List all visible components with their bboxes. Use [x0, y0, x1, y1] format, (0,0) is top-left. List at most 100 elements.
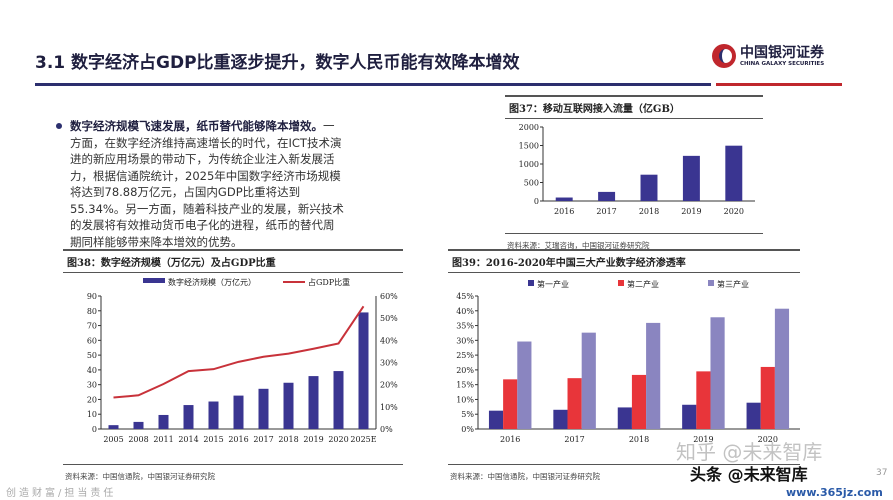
legend-label: 第一产业 — [537, 279, 569, 289]
bar-2016 — [503, 379, 518, 429]
y-tick-label: 30 — [87, 381, 97, 390]
x-tick-label: 2016 — [554, 207, 574, 216]
bar-2019 — [308, 376, 319, 429]
x-tick-label: 2014 — [178, 435, 198, 444]
y-tick-label: 35% — [456, 322, 474, 331]
bullet-heading: 数字经济规模飞速发展，纸币替代能够降本增效。 — [70, 119, 323, 133]
x-tick-label: 2017 — [253, 435, 273, 444]
bar-2008 — [133, 421, 144, 429]
y-tick-label: 5% — [461, 410, 474, 419]
bar-2020 — [746, 402, 761, 429]
y-tick-label: 15% — [456, 381, 474, 390]
bar-2020 — [725, 145, 743, 201]
y2-tick-label: 60% — [380, 292, 398, 301]
bar-2017 — [553, 409, 568, 429]
bar-2018 — [631, 374, 647, 429]
header-divider-blue — [35, 83, 711, 86]
bar-2016 — [233, 395, 244, 429]
bar-2020 — [333, 371, 344, 429]
bar-2020 — [774, 308, 790, 429]
y-tick-label: 500 — [524, 179, 539, 188]
fig39-source: 资料来源：中国信通院，中国银河证券研究院 — [448, 464, 800, 482]
legend-label: 占GDP比重 — [308, 277, 350, 287]
bar-2016 — [517, 341, 532, 429]
bar-2018 — [283, 382, 294, 429]
bar-2025E — [358, 312, 369, 429]
x-tick-label: 2020 — [724, 207, 744, 216]
y-tick-label: 90 — [87, 292, 97, 301]
logo-cn-text: 中国银河证券 — [740, 44, 824, 61]
x-tick-label: 2017 — [564, 435, 584, 444]
bar-2016 — [555, 197, 573, 201]
company-logo: 中国银河证券 CHINA GALAXY SECURITIES — [712, 44, 824, 68]
fig38-source: 资料来源：中国信通院，中国银河证券研究院 — [63, 464, 403, 482]
bar-2020 — [760, 366, 775, 429]
y-tick-label: 80 — [87, 307, 97, 316]
x-tick-label: 2017 — [596, 207, 616, 216]
y2-tick-label: 40% — [380, 336, 398, 345]
bullet-paragraph: 数字经济规模飞速发展，纸币替代能够降本增效。一方面，在数字经济维持高速增长的时代… — [56, 118, 345, 250]
header-divider-red — [716, 83, 842, 86]
fig38-chart: 0 10 20 30 40 50 60 70 80 90 2005 2008 2011 2014 2015 2… — [87, 277, 398, 444]
watermark-url: www.365jz.com — [786, 486, 883, 499]
y-tick-label: 40 — [87, 366, 97, 375]
watermark-zhihu: 知乎 @未来智库 — [676, 440, 823, 464]
fig37-source: 资料来源：艾瑞咨询，中国银河证券研究院 — [505, 233, 763, 251]
bar-2017 — [581, 332, 596, 429]
x-tick-label: 2018 — [629, 435, 649, 444]
x-tick-label: 2016 — [228, 435, 248, 444]
y-tick-label: 2000 — [519, 123, 539, 132]
line-series — [113, 305, 365, 399]
y2-tick-label: 30% — [380, 359, 398, 368]
y-tick-label: 70 — [87, 322, 97, 331]
x-tick-label: 2018 — [278, 435, 298, 444]
x-tick-label: 2019 — [303, 435, 323, 444]
y-tick-label: 1500 — [519, 142, 539, 151]
y-tick-label: 0% — [461, 425, 474, 434]
legend-swatch — [143, 278, 165, 283]
y-tick-label: 10% — [456, 395, 474, 404]
bar-2017 — [598, 191, 616, 201]
bar-2018 — [646, 322, 661, 429]
bar-2015 — [208, 401, 219, 429]
x-tick-label: 2020 — [328, 435, 348, 444]
footer-slogan: 创造财富/担当责任 — [6, 488, 117, 499]
x-tick-label: 2011 — [153, 435, 173, 444]
watermark-toutiao: 头条 @未来智库 — [690, 465, 808, 484]
bar-2005 — [108, 425, 119, 429]
galaxy-logo-icon — [712, 44, 736, 68]
bar-2019 — [682, 404, 697, 429]
fig39-chart: 0% 5% 10% 15% 20% 25% 30% 35% 40% 45% 2016 2017 2018… — [456, 279, 800, 444]
x-tick-label: 2016 — [500, 435, 520, 444]
bar-2017 — [567, 378, 582, 429]
x-tick-label: 2015 — [203, 435, 223, 444]
fig39-title: 图39：2016-2020年中国三大产业数字经济渗透率 — [448, 249, 800, 273]
bar-2018 — [640, 174, 658, 201]
bullet-icon — [56, 123, 62, 129]
legend-swatch — [708, 280, 714, 286]
x-tick-label: 2019 — [681, 207, 701, 216]
page-title: 3.1 数字经济占GDP比重逐步提升，数字人民币能有效降本增效 — [35, 53, 520, 73]
y-tick-label: 0 — [92, 425, 97, 434]
fig38-panel: 图38：数字经济规模（万亿元）及占GDP比重 0 10 20 30 40 50 60 70 80… — [63, 249, 403, 482]
page-number: 37 — [876, 468, 888, 478]
x-tick-label: 2020 — [758, 435, 778, 444]
x-tick-label: 2005 — [103, 435, 123, 444]
x-tick-label: 2025E — [350, 435, 376, 444]
legend-label: 第三产业 — [717, 279, 749, 289]
y-tick-label: 25% — [456, 351, 474, 360]
y2-tick-label: 20% — [380, 381, 398, 390]
y2-tick-label: 50% — [380, 314, 398, 323]
bar-2014 — [183, 405, 194, 429]
y-tick-label: 20 — [87, 395, 97, 404]
fig37-panel: 图37：移动互联网接入流量（亿GB） 0 500 1000 1500 2000 2016 2… — [505, 95, 763, 251]
legend-swatch — [528, 280, 534, 286]
y-tick-label: 30% — [456, 336, 474, 345]
y-tick-label: 60 — [87, 336, 97, 345]
y-tick-label: 1000 — [519, 160, 539, 169]
logo-en-text: CHINA GALAXY SECURITIES — [740, 60, 825, 67]
bar-2019 — [710, 317, 725, 429]
fig38-title: 图38：数字经济规模（万亿元）及占GDP比重 — [63, 249, 403, 273]
y-tick-label: 40% — [456, 307, 474, 316]
y-tick-label: 20% — [456, 366, 474, 375]
